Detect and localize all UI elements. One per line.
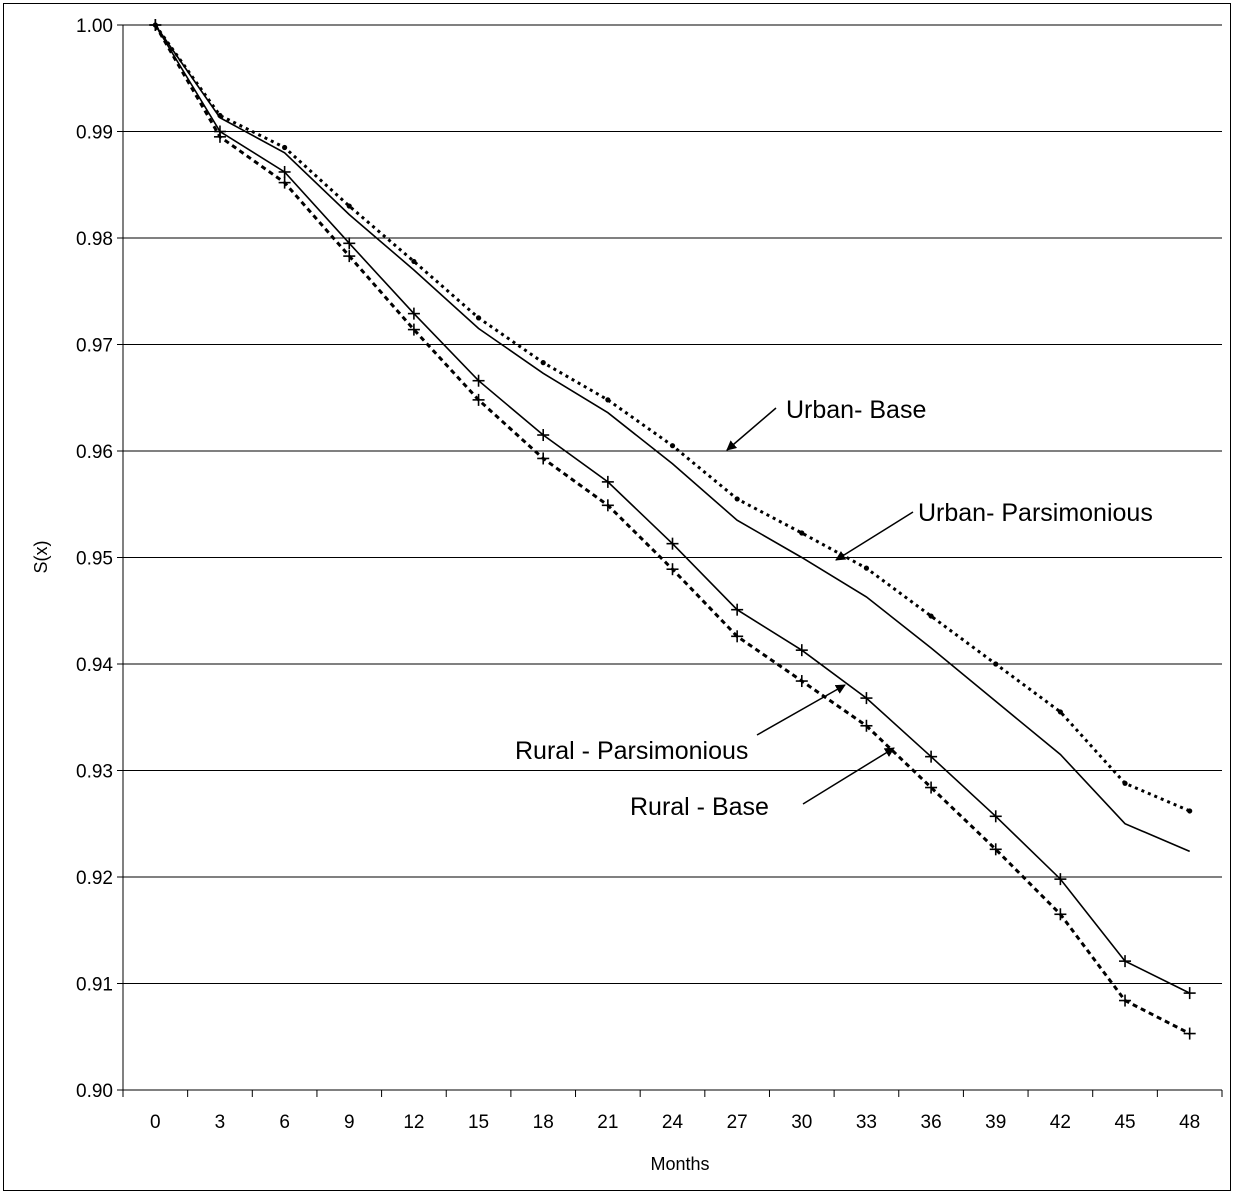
dot-marker [928,613,934,619]
y-tick-label: 0.92 [76,868,113,889]
annotation-label: Urban- Parsimonious [918,499,1153,527]
series-line-3 [154,24,1191,1035]
annotation-label: Rural - Base [630,793,769,821]
x-tick-label: 0 [150,1112,161,1133]
plus-marker [1183,987,1196,1000]
x-tick-label: 45 [1114,1112,1135,1133]
plus-marker [343,250,356,263]
x-tick-label: 18 [533,1112,554,1133]
x-tick-label: 48 [1179,1112,1200,1133]
annotation-label: Rural - Parsimonious [515,737,748,765]
dot-marker [1187,808,1193,814]
plus-marker [343,237,356,250]
plus-marker [731,630,744,643]
plus-marker [1054,908,1067,921]
dot-marker [605,397,611,403]
y-tick-label: 1.00 [76,16,113,37]
chart-frame [3,3,1231,1191]
x-tick-label: 24 [662,1112,684,1133]
plus-marker [472,393,485,406]
plus-marker [472,374,485,387]
y-tick-label: 0.98 [76,229,113,250]
x-tick-label: 30 [791,1112,812,1133]
y-tick-label: 0.90 [76,1081,113,1102]
x-tick-label: 27 [727,1112,748,1133]
gridlines [123,24,1222,984]
plus-marker [731,603,744,616]
dot-marker [540,360,546,366]
plus-marker [537,429,550,442]
x-tick-label: 6 [279,1112,290,1133]
x-tick-label: 39 [985,1112,1006,1133]
x-tick-label: 33 [856,1112,877,1133]
plus-marker [601,475,614,488]
x-tick-label: 15 [468,1112,489,1133]
plus-marker [213,130,226,143]
plus-marker [989,843,1002,856]
axes: 0.90 0.91 0.92 0.93 0.94 0.95 0.96 0.97 0.98 0.99… [76,16,1223,1133]
dot-marker [669,443,676,449]
dot-marker [993,661,999,667]
plus-marker [407,307,420,320]
x-tick-label: 21 [597,1112,618,1133]
plus-marker [1054,873,1067,886]
x-tick-label: 36 [921,1112,942,1133]
plus-marker [278,176,291,189]
annotation-arrow [835,511,914,561]
plus-marker [1119,955,1132,968]
annotation-arrow [726,407,777,451]
dot-marker [1057,709,1063,715]
plus-marker [666,537,679,550]
dot-marker [799,530,805,536]
dot-marker [346,203,352,209]
plus-marker [795,675,808,688]
plus-marker [666,563,679,576]
annotation-label: Urban- Base [786,396,926,424]
dot-marker [475,315,482,321]
plus-marker [925,750,938,763]
plus-marker [860,692,873,705]
plus-marker [795,644,808,657]
annotation-arrow [756,684,846,736]
plus-marker [537,452,550,465]
dot-marker [411,258,417,265]
dot-marker [1122,780,1128,786]
annotation-arrow [802,747,895,805]
y-tick-label: 0.96 [76,442,113,463]
plus-marker [1183,1027,1196,1040]
dot-marker [734,496,740,502]
plus-marker [989,810,1002,823]
series-line-1 [154,24,1191,853]
x-tick-label: 9 [344,1112,355,1133]
plus-marker [601,499,614,512]
y-tick-label: 0.94 [76,655,113,676]
series-line-0 [154,24,1191,813]
plus-marker [1119,994,1132,1007]
plus-marker [407,323,420,336]
dot-marker [282,144,288,151]
y-tick-label: 0.95 [76,549,113,570]
plus-marker [149,19,162,31]
y-tick-label: 0.99 [76,123,113,144]
dot-marker [863,565,870,571]
y-tick-label: 0.91 [76,975,113,996]
plus-marker [860,719,873,732]
y-tick-label: 0.93 [76,762,113,783]
series-lines [149,19,1196,1040]
x-tick-label: 3 [215,1112,226,1133]
y-axis-title: S(x) [31,541,51,574]
x-tick-label: 42 [1050,1112,1071,1133]
x-tick-label: 12 [403,1112,424,1133]
plus-marker [278,165,291,178]
y-tick-label: 0.97 [76,336,113,357]
x-axis-title: Months [650,1154,709,1174]
plus-marker [925,781,938,794]
annotations: Urban- Base Urban- Parsimonious Rural - Pa… [515,396,1153,821]
